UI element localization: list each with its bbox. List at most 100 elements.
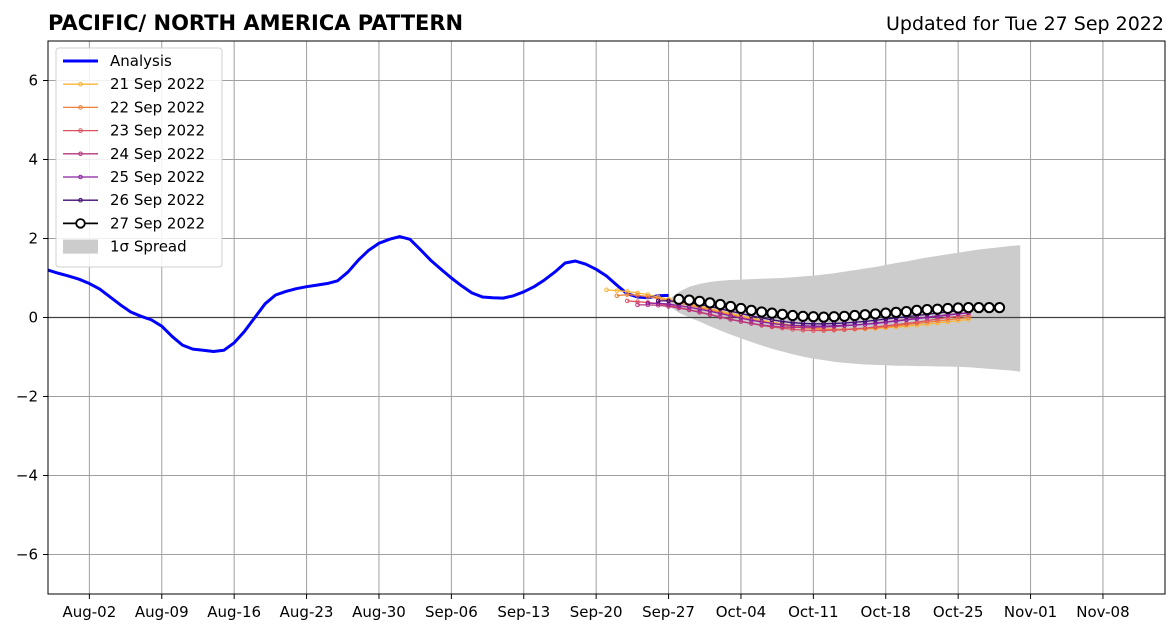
legend-label: 25 Sep 2022 (110, 168, 205, 186)
forecast-point (738, 315, 744, 321)
forecast-point (962, 302, 975, 314)
legend-marker (78, 81, 83, 87)
legend-patch (63, 239, 98, 254)
forecast-point (911, 304, 923, 316)
forecast-point (686, 307, 692, 313)
forecast-point (673, 293, 685, 305)
forecast-point (838, 310, 850, 322)
y-tick-label: −6 (16, 546, 38, 564)
x-tick-label: Oct-25 (933, 603, 983, 621)
forecast-point (787, 309, 799, 322)
forecast-point (725, 300, 737, 313)
forecast-point (704, 297, 716, 309)
x-tick-label: Sep-06 (425, 603, 478, 621)
legend-marker (78, 197, 83, 203)
forecast-point (728, 313, 733, 319)
forecast-point (807, 311, 819, 323)
forecast-point (880, 307, 892, 319)
forecast-point (604, 287, 609, 293)
forecast-point (735, 302, 747, 315)
x-tick-label: Aug-09 (135, 603, 189, 621)
legend-label: Analysis (110, 52, 172, 70)
legend-label: 21 Sep 2022 (110, 75, 205, 93)
y-tick-label: 6 (28, 72, 38, 90)
series-layer (48, 235, 1165, 353)
forecast-point (666, 298, 671, 304)
y-tick-label: 4 (28, 151, 38, 169)
y-tick-label: −2 (16, 388, 38, 406)
axes: −6 −4 −2 0 2 4 6 Aug-02 Aug-09 Aug-16 Aug-23 Aug-30… (16, 40, 1166, 621)
x-tick-label: Aug-23 (280, 603, 334, 621)
x-tick-label: Oct-18 (861, 603, 911, 621)
chart-title: PACIFIC/ NORTH AMERICA PATTERN (48, 11, 463, 35)
forecast-point (993, 302, 1006, 314)
x-tick-label: Sep-20 (570, 603, 623, 621)
forecast-point (635, 302, 640, 308)
legend-label: 22 Sep 2022 (110, 98, 205, 116)
forecast-point (769, 323, 775, 329)
forecast-point (862, 321, 868, 327)
forecast-point (645, 300, 651, 306)
forecast-point (693, 295, 706, 307)
forecast-point (818, 311, 830, 323)
forecast-point (756, 306, 768, 318)
forecast-point (859, 309, 871, 321)
forecast-point (790, 323, 795, 328)
x-tick-label: Nov-01 (1004, 603, 1057, 621)
forecast-point (869, 308, 882, 320)
forecast-point (624, 298, 630, 304)
forecast-point (973, 302, 985, 314)
chart-subtitle: Updated for Tue 27 Sep 2022 (886, 13, 1164, 35)
forecast-point (849, 309, 861, 322)
legend-marker (78, 105, 83, 110)
forecast-point (635, 293, 640, 298)
legend-marker (78, 174, 83, 180)
forecast-point (655, 298, 661, 304)
forecast-point (714, 298, 726, 311)
forecast-point (748, 317, 754, 323)
x-tick-label: Aug-16 (207, 603, 261, 621)
legend-label: 1σ Spread (110, 238, 187, 256)
forecast-point (624, 292, 630, 297)
forecast-point (952, 302, 964, 314)
legend-label: 27 Sep 2022 (110, 214, 205, 232)
plot-frame (47, 40, 1166, 595)
forecast-point (852, 322, 858, 328)
forecast-point (900, 305, 913, 318)
forecast-point (614, 288, 620, 293)
x-tick-label: Nov-08 (1076, 603, 1129, 621)
legend-label: 26 Sep 2022 (110, 191, 205, 209)
forecast-point (645, 294, 651, 299)
legend-marker (78, 128, 83, 133)
legend-label: 23 Sep 2022 (110, 122, 205, 140)
legend-marker (75, 218, 86, 229)
forecast-point (683, 294, 695, 306)
x-tick-label: Aug-02 (62, 603, 116, 621)
forecast-point (614, 293, 620, 299)
legend-label: 24 Sep 2022 (110, 145, 205, 163)
forecast-point (800, 327, 806, 333)
forecast-point (921, 304, 933, 316)
legend-box (55, 47, 223, 268)
forecast-point (707, 308, 713, 314)
spread-band (668, 245, 1021, 372)
forecast-point (828, 311, 840, 323)
spread-layer (668, 245, 1021, 372)
forecast-point (942, 302, 954, 315)
forecast-point (890, 306, 902, 318)
y-tick-label: 2 (28, 230, 38, 248)
forecast-point (983, 302, 995, 314)
analysis-line (48, 235, 669, 353)
x-tick-label: Sep-27 (642, 603, 695, 621)
forecast-series (673, 293, 1006, 323)
forecast-point (797, 310, 809, 322)
x-tick-label: Oct-04 (716, 603, 766, 621)
forecast-point (697, 306, 702, 312)
y-tick-label: 0 (28, 309, 38, 327)
forecast-point (766, 307, 778, 319)
y-tick-label: −4 (16, 467, 38, 485)
forecast-point (931, 303, 944, 315)
x-tick-label: Aug-30 (352, 603, 406, 621)
forecast-point (776, 308, 788, 320)
x-tick-label: Oct-11 (788, 603, 838, 621)
